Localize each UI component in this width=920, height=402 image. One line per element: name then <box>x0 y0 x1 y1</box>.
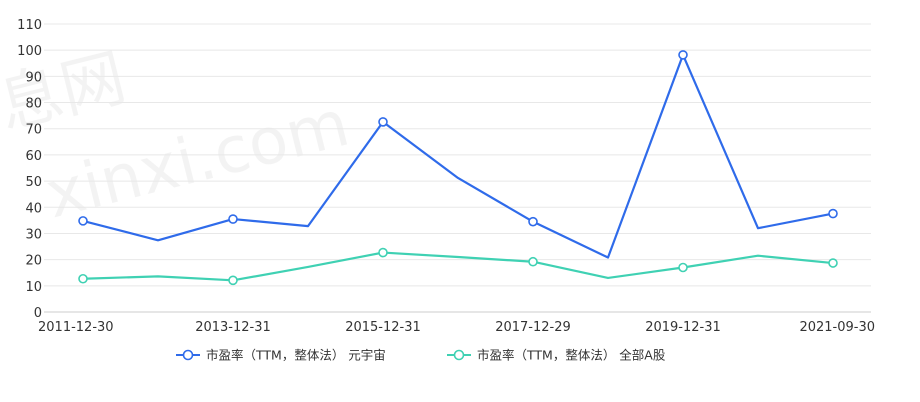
legend-item[interactable]: 市盈率（TTM，整体法） 元宇宙 <box>176 348 386 363</box>
y-tick-label: 0 <box>34 306 42 321</box>
data-point[interactable] <box>378 117 388 127</box>
data-point[interactable] <box>78 273 88 284</box>
grid-lines <box>44 23 871 287</box>
data-point[interactable] <box>528 216 538 227</box>
legend-label: 市盈率（TTM，整体法） 全部A股 <box>477 348 666 363</box>
x-tick-label: 2015-12-31 <box>345 320 421 335</box>
legend-marker-icon <box>453 349 465 361</box>
y-tick-label: 50 <box>25 175 42 190</box>
y-tick-label: 40 <box>25 201 42 216</box>
y-tick-label: 100 <box>17 44 42 59</box>
x-tick-label: 2013-12-31 <box>195 320 271 335</box>
x-tick-label: 2017-12-29 <box>495 320 571 335</box>
data-point[interactable] <box>678 50 688 60</box>
data-point[interactable] <box>378 247 388 258</box>
y-tick-label: 30 <box>25 227 42 242</box>
x-tick-label: 2021-09-30 <box>799 320 875 335</box>
series-group <box>78 50 838 286</box>
x-tick-label: 2011-12-30 <box>38 320 114 335</box>
data-point[interactable] <box>828 258 838 268</box>
legend-marker-icon <box>182 349 194 361</box>
y-tick-label: 20 <box>25 254 42 269</box>
y-tick-label: 110 <box>17 18 42 33</box>
legend: 市盈率（TTM，整体法） 元宇宙 市盈率（TTM，整体法） 全部A股 <box>176 348 666 363</box>
y-tick-label: 60 <box>25 149 42 164</box>
data-point[interactable] <box>78 216 88 226</box>
legend-label: 市盈率（TTM，整体法） 元宇宙 <box>206 348 386 363</box>
data-point[interactable] <box>528 256 538 267</box>
series-line <box>82 53 834 259</box>
y-tick-label: 10 <box>25 280 42 295</box>
data-point[interactable] <box>678 262 688 273</box>
y-tick-label: 80 <box>25 97 42 112</box>
y-tick-label: 90 <box>25 70 42 85</box>
watermark: 息网 xinxi.com <box>0 41 356 233</box>
series-line <box>82 251 834 282</box>
x-axis: 2011-12-30 2013-12-31 2015-12-31 2017-12-29… <box>38 311 875 335</box>
legend-item[interactable]: 市盈率（TTM，整体法） 全部A股 <box>447 348 666 363</box>
data-point[interactable] <box>228 214 238 224</box>
data-point[interactable] <box>228 275 238 286</box>
data-point[interactable] <box>828 208 838 219</box>
y-tick-label: 70 <box>25 123 42 138</box>
y-axis: 0 10 20 30 40 50 60 70 80 90 100 110 <box>17 18 42 321</box>
x-tick-label: 2019-12-31 <box>645 320 721 335</box>
